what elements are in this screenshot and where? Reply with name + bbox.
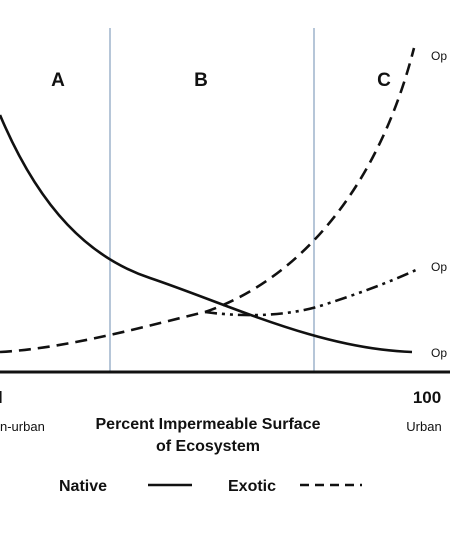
x-axis-right-value: 100 (413, 388, 441, 407)
region-label-a: A (51, 70, 65, 91)
x-axis-right-category: Urban (406, 419, 441, 434)
exotic-curve (0, 47, 416, 354)
legend: Native Exotic (59, 478, 362, 495)
exotic-curve-end-label: Op (431, 49, 447, 63)
region-label-b: B (194, 70, 208, 91)
x-axis-left-category: n-urban (0, 419, 45, 434)
region-label-c: C (377, 70, 391, 91)
mid-option-curve (204, 268, 417, 317)
native-curve-end-label: Op (431, 346, 447, 360)
x-axis-title-line2: of Ecosystem (156, 438, 260, 455)
mid-curve-end-label: Op (431, 260, 447, 274)
legend-native-label: Native (59, 478, 107, 495)
x-axis-title-line1: Percent Impermeable Surface (96, 416, 321, 433)
legend-exotic-label: Exotic (228, 478, 276, 495)
native-curve (0, 114, 413, 354)
x-axis-left-value: l (0, 388, 3, 407)
